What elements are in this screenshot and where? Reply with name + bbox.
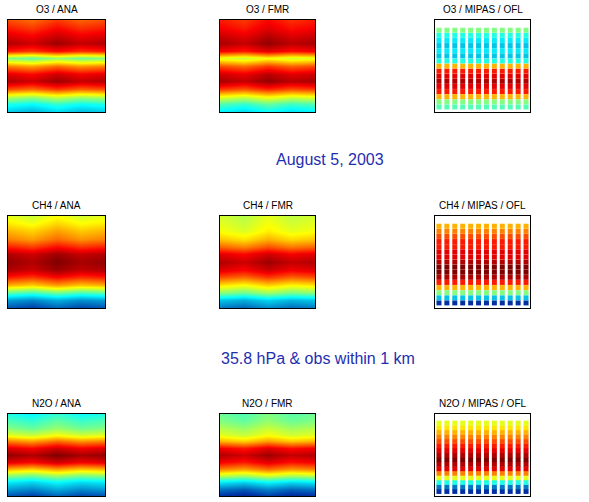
svg-text:O3 / FMR: O3 / FMR [246, 4, 289, 15]
svg-text:August 5, 2003: August 5, 2003 [276, 151, 384, 168]
svg-text:N2O / MIPAS / OFL: N2O / MIPAS / OFL [439, 398, 526, 409]
svg-text:N2O / ANA: N2O / ANA [32, 398, 81, 409]
svg-text:CH4 / ANA: CH4 / ANA [32, 200, 81, 211]
svg-text:N2O / FMR: N2O / FMR [242, 398, 293, 409]
svg-text:CH4 / FMR: CH4 / FMR [243, 200, 293, 211]
svg-text:O3 / ANA: O3 / ANA [36, 4, 78, 15]
svg-text:CH4 / MIPAS / OFL: CH4 / MIPAS / OFL [439, 200, 526, 211]
svg-text:O3 / MIPAS / OFL: O3 / MIPAS / OFL [443, 4, 523, 15]
svg-text:35.8 hPa & obs within 1 km: 35.8 hPa & obs within 1 km [221, 350, 415, 367]
